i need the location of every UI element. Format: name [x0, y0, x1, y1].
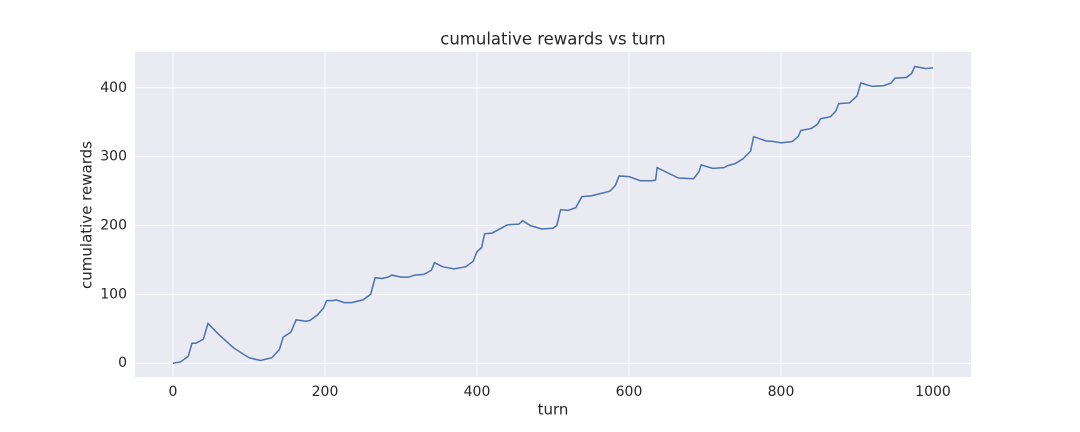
y-axis-label: cumulative rewards — [78, 141, 96, 289]
line — [172, 65, 934, 364]
y-tick-label: 400 — [100, 80, 127, 96]
x-tick-label: 400 — [464, 384, 491, 400]
x-tick-label: 0 — [169, 384, 178, 400]
y-tick-label: 200 — [100, 218, 127, 234]
y-tick-label: 300 — [100, 149, 127, 165]
x-axis-label: turn — [538, 401, 569, 419]
x-tick-label: 600 — [616, 384, 643, 400]
y-tick-label: 100 — [100, 286, 127, 302]
x-tick-label: 800 — [768, 384, 795, 400]
chart-title: cumulative rewards vs turn — [440, 30, 665, 49]
plot-area — [135, 52, 971, 377]
y-tick-label: 0 — [118, 355, 127, 371]
x-tick-label: 1000 — [915, 384, 951, 400]
x-tick-label: 200 — [312, 384, 339, 400]
